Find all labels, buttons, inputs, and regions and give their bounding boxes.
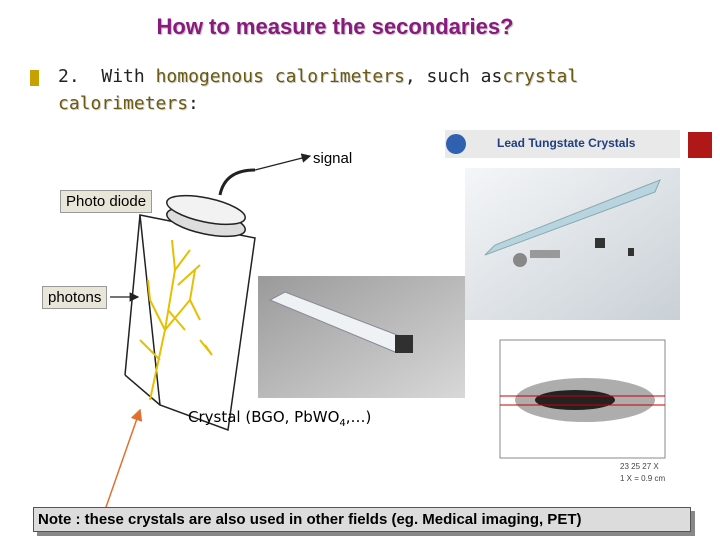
- term: calorimeters: [58, 93, 189, 114]
- term: crystal: [502, 66, 579, 87]
- text: Crystal (BGO, PbWO: [188, 408, 340, 426]
- text: ,…): [345, 408, 372, 426]
- photo-crystals-top: [465, 168, 680, 320]
- photons-label: photons: [42, 286, 108, 309]
- crystal-label: Crystal (BGO, PbWO4,…): [188, 408, 371, 429]
- crystal-diagram: [104, 153, 312, 511]
- term: homogenous calorimeters: [155, 66, 405, 87]
- photo-crystal-middle: [258, 276, 465, 398]
- bullet-line-2: calorimeters:: [58, 93, 199, 114]
- subscript: 4: [339, 418, 346, 429]
- plot-scale: 1 X = 0.9 cm: [620, 474, 665, 483]
- text: , such as: [404, 66, 503, 87]
- bullet-line-1: 2. With homogenous calorimeters, such as…: [58, 66, 578, 87]
- photo-diode-label: Photo diode: [60, 190, 153, 213]
- text: 23 25 27 X: [620, 462, 659, 471]
- text: = 0.9 cm: [632, 474, 666, 483]
- note: Note : these crystals are also used in o…: [33, 507, 691, 532]
- banner: Lead Tungstate Crystals: [497, 136, 636, 150]
- bullet-number: 2.: [58, 66, 80, 87]
- plot-axis: 23 25 27 X: [620, 462, 659, 471]
- bullet-icon: [30, 70, 39, 86]
- photo-banner: [445, 130, 712, 158]
- text: With: [101, 66, 145, 87]
- text: 1 X: [620, 474, 633, 483]
- signal-label: signal: [313, 150, 353, 167]
- title: How to measure the secondaries?: [156, 14, 514, 39]
- text: :: [188, 93, 199, 114]
- shower-plot: [499, 339, 666, 459]
